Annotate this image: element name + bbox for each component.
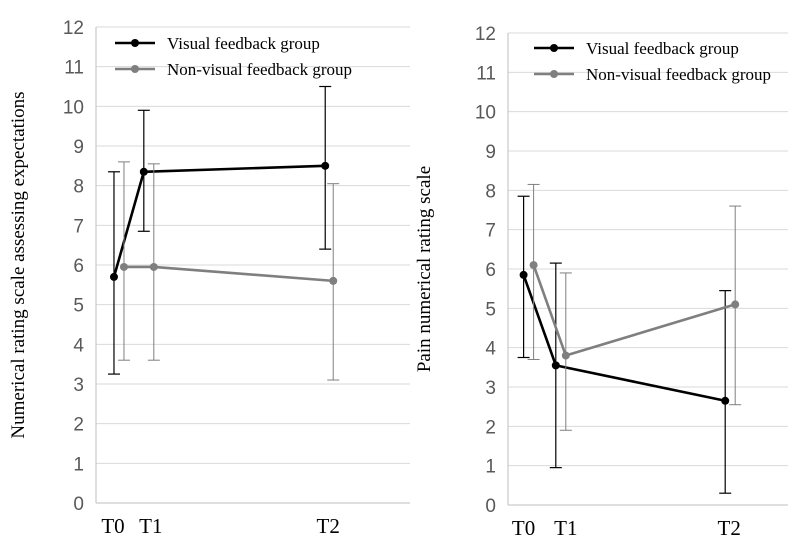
y-tick-label: 5 — [485, 299, 496, 320]
y-tick-label: 10 — [475, 103, 496, 124]
y-tick-label: 3 — [73, 375, 84, 396]
y-tick-label: 8 — [485, 181, 496, 202]
x-tick-label: T0 — [101, 514, 124, 538]
series-line — [532, 264, 736, 357]
y-axis-label: Pain numerical rating scale — [414, 166, 435, 372]
legend-entry: Non-visual feedback group — [586, 65, 771, 84]
data-point — [551, 361, 560, 370]
data-point — [731, 300, 740, 309]
series-visual-feedback — [107, 85, 332, 375]
y-tick-label: 0 — [485, 496, 496, 517]
y-tick-label: 7 — [485, 221, 496, 242]
series-visual-feedback — [517, 195, 732, 494]
y-tick-label: 9 — [485, 142, 496, 163]
y-tick-label: 12 — [63, 18, 84, 39]
y-tick-label: 12 — [475, 24, 496, 45]
legend-swatch-marker — [550, 70, 558, 78]
y-tick-label: 11 — [476, 63, 496, 84]
y-tick-label: 2 — [485, 417, 496, 438]
y-tick-label: 10 — [63, 97, 84, 118]
x-tick-label: T2 — [317, 514, 340, 538]
legend-entry: Visual feedback group — [586, 39, 739, 58]
data-point — [519, 270, 528, 279]
data-point — [561, 351, 570, 360]
y-tick-label: 3 — [485, 378, 496, 399]
y-tick-label: 4 — [73, 335, 84, 356]
legend: Visual feedback group Non-visual feedback… — [115, 34, 352, 79]
y-tick-label: 8 — [73, 177, 84, 198]
data-point — [529, 261, 538, 270]
y-tick-label: 6 — [485, 260, 496, 281]
x-tick-label: T0 — [512, 516, 535, 539]
y-tick-label: 9 — [73, 137, 84, 158]
legend-entry: Non-visual feedback group — [167, 60, 352, 79]
legend-swatch-marker — [550, 44, 558, 52]
y-tick-label: 2 — [73, 415, 84, 436]
y-tick-label: 5 — [73, 296, 84, 317]
legend: Visual feedback group Non-visual feedback… — [534, 39, 771, 84]
legend-entry: Visual feedback group — [167, 34, 320, 53]
y-tick-label: 0 — [73, 494, 84, 515]
y-tick-label: 7 — [73, 216, 84, 237]
y-axis-label: Numerical rating scale assessing expecta… — [8, 91, 29, 438]
data-point — [109, 272, 118, 281]
legend-swatch-marker — [131, 39, 139, 47]
data-point — [149, 262, 158, 271]
x-tick-label: T2 — [718, 516, 741, 539]
data-point — [329, 276, 338, 285]
series-non-visual-feedback — [527, 183, 742, 431]
x-tick-label: T1 — [554, 516, 577, 539]
y-tick-label: 11 — [64, 58, 84, 79]
y-tick-label: 4 — [485, 339, 496, 360]
y-tick-label: 1 — [73, 454, 84, 475]
legend-swatch-marker — [131, 65, 139, 73]
x-tick-label: T1 — [139, 514, 162, 538]
data-point — [321, 161, 330, 170]
y-tick-label: 6 — [73, 256, 84, 277]
data-point — [139, 167, 148, 176]
data-point — [721, 396, 730, 405]
series-line — [112, 164, 326, 278]
series-non-visual-feedback — [117, 161, 340, 381]
data-point — [119, 262, 128, 271]
y-tick-label: 1 — [485, 457, 496, 478]
